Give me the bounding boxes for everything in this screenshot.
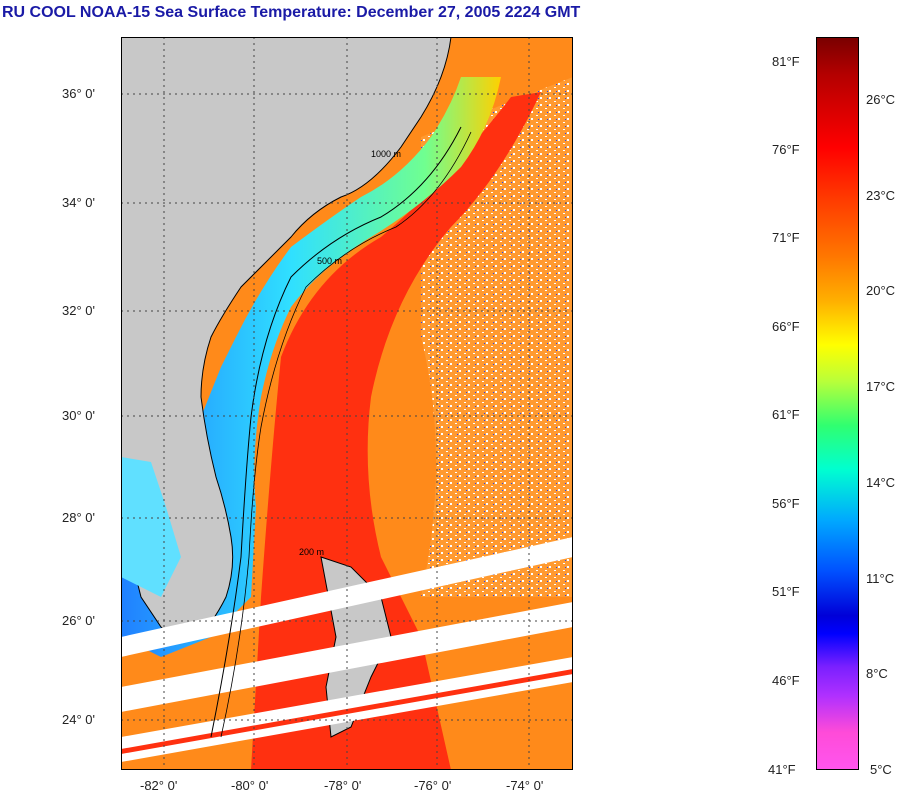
isobath-contour [210,126,462,738]
colorbar-f-51: 51°F [772,584,800,599]
isobath-label: 500 m [317,256,342,266]
map-frame [121,37,573,770]
colorbar-f-81: 81°F [772,54,800,69]
temperature-colorbar [816,37,859,770]
isobath-label: 1000 m [371,149,401,159]
lon-label-76: -76° 0' [414,778,452,793]
lat-label-34: 34° 0' [62,195,95,210]
lon-label-74: -74° 0' [506,778,544,793]
lat-label-24: 24° 0' [62,712,95,727]
colorbar-c-26: 26°C [866,92,896,107]
colorbar-c-8: 8°C [866,666,888,681]
lon-label-78: -78° 0' [324,778,362,793]
colorbar-c-14: 14°C [866,475,896,490]
swath-gap-4 [121,669,573,754]
colorbar-c-20: 20°C [866,283,896,298]
lat-label-28: 28° 0' [62,510,95,525]
colorbar-f-56: 56°F [772,496,800,511]
isobath-label: 200 m [299,547,324,557]
colorbar-c-23: 23°C [866,188,896,203]
lon-label-80: -80° 0' [231,778,269,793]
lat-label-36: 36° 0' [62,86,95,101]
lat-label-32: 32° 0' [62,303,95,318]
colorbar-f-46: 46°F [772,673,800,688]
land-mass [121,37,452,639]
colorbar-c-11: 11°C [866,571,895,586]
lat-label-26: 26° 0' [62,613,95,628]
colorbar-f-71: 71°F [772,230,800,245]
isobath-contour [220,131,472,738]
gulf-coast [121,457,181,597]
colorbar-c-17: 17°C [866,379,896,394]
graticule [121,37,573,770]
colorbar-f-76: 76°F [772,142,800,157]
sst-map: 200 m 500 m 1000 m [121,37,573,770]
colorbar-f-66: 66°F [772,319,800,334]
lon-label-82: -82° 0' [140,778,178,793]
colorbar-c-5: 5°C [870,762,892,777]
colorbar-f-41: 41°F [768,762,796,777]
map-title: RU COOL NOAA-15 Sea Surface Temperature:… [2,4,581,21]
lat-label-30: 30° 0' [62,408,95,423]
colorbar-f-61: 61°F [772,407,800,422]
